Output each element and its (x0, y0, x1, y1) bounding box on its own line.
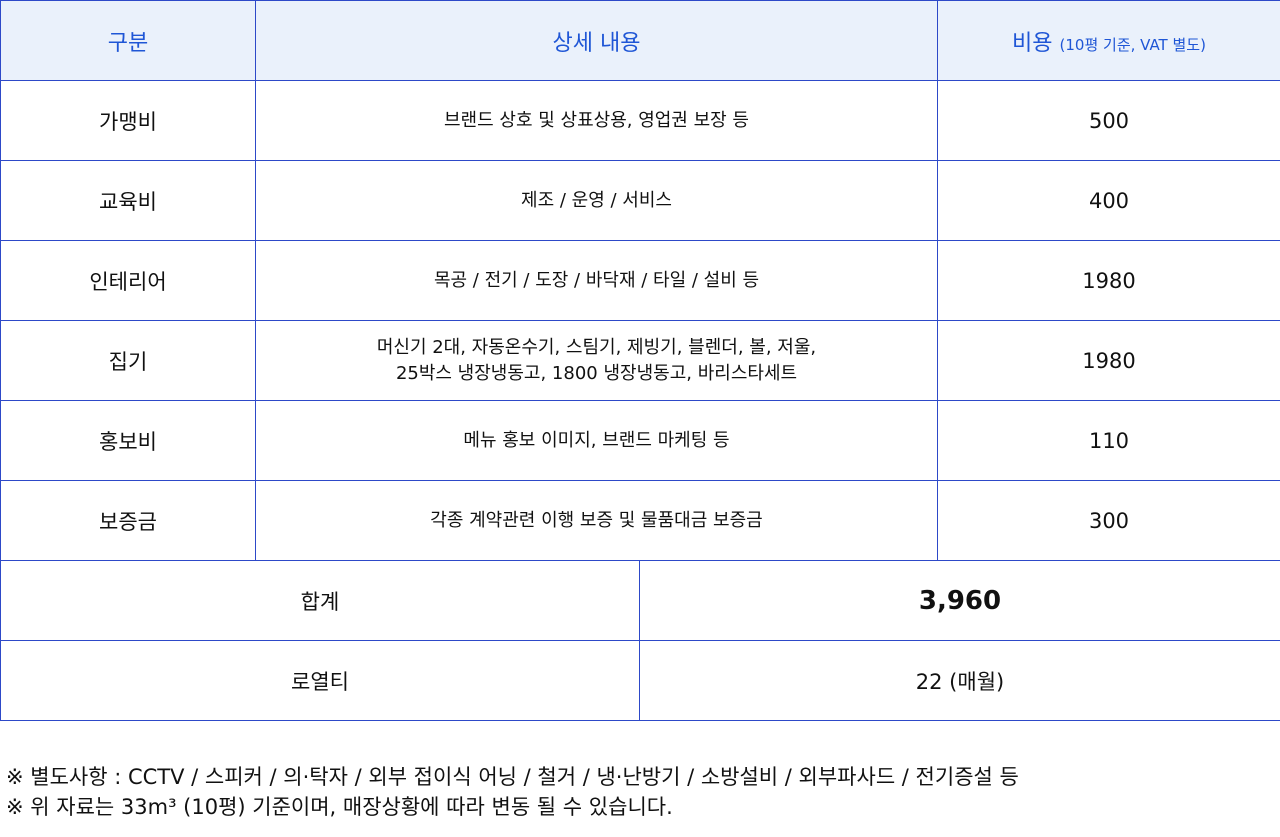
row-category: 홍보비 (0, 400, 256, 481)
row-cost: 1980 (937, 320, 1280, 401)
row-category: 인테리어 (0, 240, 256, 321)
table-row: 집기 머신기 2대, 자동온수기, 스팀기, 제빙기, 블렌더, 볼, 저울, 25… (0, 320, 1280, 401)
footnotes: ※ 별도사항 : CCTV / 스피커 / 의·탁자 / 외부 접이식 어닝 /… (6, 762, 1276, 822)
royalty-label: 로열티 (0, 640, 640, 721)
total-row: 합계 3,960 (0, 560, 1280, 641)
row-cost: 300 (937, 480, 1280, 561)
row-detail-line: 각종 계약관련 이행 보증 및 물품대금 보증금 (430, 509, 763, 531)
row-detail: 머신기 2대, 자동온수기, 스팀기, 제빙기, 블렌더, 볼, 저울, 25박스… (255, 320, 938, 401)
header-cost: 비용 (10평 기준, VAT 별도) (937, 0, 1280, 81)
row-detail: 제조 / 운영 / 서비스 (255, 160, 938, 241)
header-detail: 상세 내용 (255, 0, 938, 81)
row-detail: 각종 계약관련 이행 보증 및 물품대금 보증금 (255, 480, 938, 561)
header-category: 구분 (0, 0, 256, 81)
total-label: 합계 (0, 560, 640, 641)
row-category: 집기 (0, 320, 256, 401)
row-detail-line: 메뉴 홍보 이미지, 브랜드 마케팅 등 (463, 429, 730, 451)
footnote-extra-items: ※ 별도사항 : CCTV / 스피커 / 의·탁자 / 외부 접이식 어닝 /… (6, 765, 1019, 789)
row-detail-line: 제조 / 운영 / 서비스 (521, 189, 672, 211)
row-cost: 500 (937, 80, 1280, 161)
row-detail-line: 25박스 냉장냉동고, 1800 냉장냉동고, 바리스타세트 (395, 362, 798, 384)
table-row: 가맹비 브랜드 상호 및 상표상용, 영업권 보장 등 500 (0, 80, 1280, 161)
row-cost: 110 (937, 400, 1280, 481)
table-row: 홍보비 메뉴 홍보 이미지, 브랜드 마케팅 등 110 (0, 400, 1280, 481)
cost-table: 구분 상세 내용 비용 (10평 기준, VAT 별도) 가맹비 브랜드 상호 및… (0, 0, 1280, 721)
row-detail: 브랜드 상호 및 상표상용, 영업권 보장 등 (255, 80, 938, 161)
row-cost: 1980 (937, 240, 1280, 321)
table-row: 교육비 제조 / 운영 / 서비스 400 (0, 160, 1280, 241)
row-cost: 400 (937, 160, 1280, 241)
row-category: 교육비 (0, 160, 256, 241)
header-cost-note: (10평 기준, VAT 별도) (1059, 35, 1206, 54)
table-row: 인테리어 목공 / 전기 / 도장 / 바닥재 / 타일 / 설비 등 1980 (0, 240, 1280, 321)
row-detail: 목공 / 전기 / 도장 / 바닥재 / 타일 / 설비 등 (255, 240, 938, 321)
row-detail-line: 목공 / 전기 / 도장 / 바닥재 / 타일 / 설비 등 (433, 269, 760, 291)
royalty-row: 로열티 22 (매월) (0, 640, 1280, 721)
footnote-disclaimer: ※ 위 자료는 33m³ (10평) 기준이며, 매장상황에 따라 변동 될 수… (6, 795, 673, 819)
header-cost-label: 비용 (1012, 30, 1053, 56)
table-row: 보증금 각종 계약관련 이행 보증 및 물품대금 보증금 300 (0, 480, 1280, 561)
total-value: 3,960 (639, 560, 1280, 641)
royalty-value: 22 (매월) (639, 640, 1280, 721)
row-category: 보증금 (0, 480, 256, 561)
row-detail-line: 브랜드 상호 및 상표상용, 영업권 보장 등 (443, 109, 749, 131)
header-row: 구분 상세 내용 비용 (10평 기준, VAT 별도) (0, 0, 1280, 81)
row-category: 가맹비 (0, 80, 256, 161)
row-detail-line: 머신기 2대, 자동온수기, 스팀기, 제빙기, 블렌더, 볼, 저울, (376, 336, 817, 358)
row-detail: 메뉴 홍보 이미지, 브랜드 마케팅 등 (255, 400, 938, 481)
table-body: 가맹비 브랜드 상호 및 상표상용, 영업권 보장 등 500 교육비 제조 / 운영 … (0, 80, 1280, 721)
